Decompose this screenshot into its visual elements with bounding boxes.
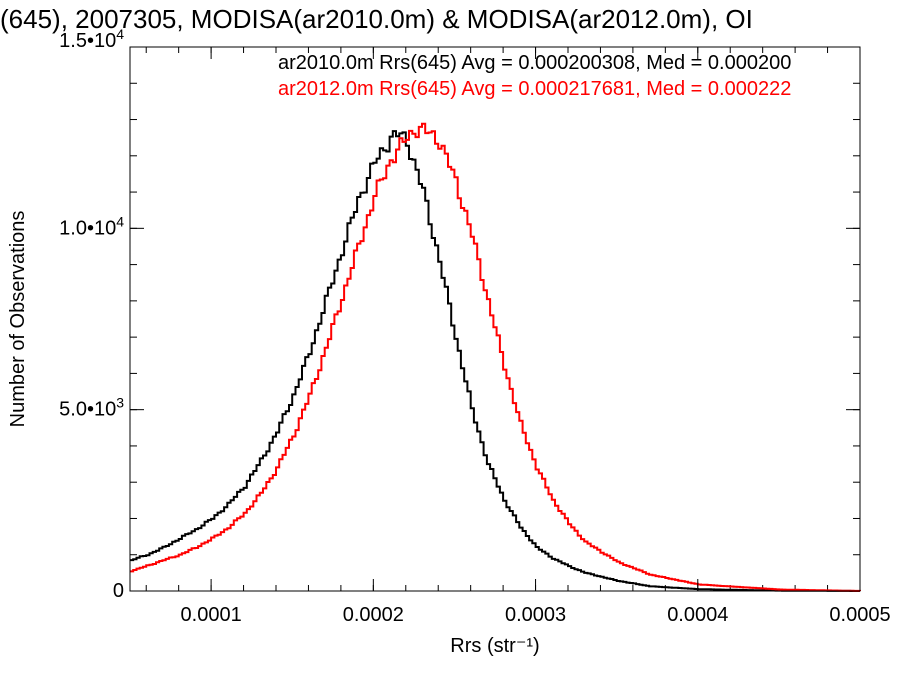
x-tick-label-1: 0.0002: [343, 604, 404, 626]
y-tick-label-0: 0: [113, 580, 124, 602]
legend-entry-ar2012: ar2012.0m Rrs(645) Avg = 0.000217681, Me…: [278, 78, 791, 100]
axis-minor-ticks: [130, 46, 861, 592]
series-layer: [130, 122, 861, 592]
x-axis: 0.0001 0.0002 0.0003 0.0004 0.0005: [181, 47, 891, 626]
y-tick-1: 5.0•103: [59, 395, 860, 421]
y-tick-3: 1.5•104: [59, 26, 860, 52]
x-tick-0: 0.0001: [181, 47, 242, 626]
series-ar2010-line: [130, 130, 860, 592]
x-tick-3: 0.0004: [667, 47, 728, 626]
y-axis: 0 5.0•103 1.0•104 1.5•104: [59, 26, 860, 602]
x-tick-2: 0.0003: [505, 47, 566, 626]
legend-entry-ar2010: ar2010.0m Rrs(645) Avg = 0.000200308, Me…: [278, 52, 791, 74]
y-tick-0: 0: [113, 580, 860, 602]
y-tick-2: 1.0•104: [59, 213, 860, 239]
x-tick-label-4: 0.0005: [829, 604, 890, 626]
x-axis-label: Rrs (str⁻¹): [450, 635, 539, 657]
y-tick-label-2: 1.0•104: [59, 213, 124, 239]
y-tick-label-1: 5.0•103: [59, 395, 124, 421]
x-tick-4: 0.0005: [829, 47, 891, 626]
y-tick-label-3: 1.5•104: [59, 26, 124, 52]
plot-frame: [129, 46, 861, 592]
x-tick-label-2: 0.0003: [505, 604, 566, 626]
x-tick-label-0: 0.0001: [181, 604, 242, 626]
chart-title: (645), 2007305, MODISA(ar2010.0m) & MODI…: [0, 4, 753, 34]
series-ar2012-line: [130, 122, 861, 592]
x-tick-label-3: 0.0004: [667, 604, 728, 626]
y-axis-label: Number of Observations: [7, 211, 29, 428]
x-tick-1: 0.0002: [343, 47, 404, 626]
